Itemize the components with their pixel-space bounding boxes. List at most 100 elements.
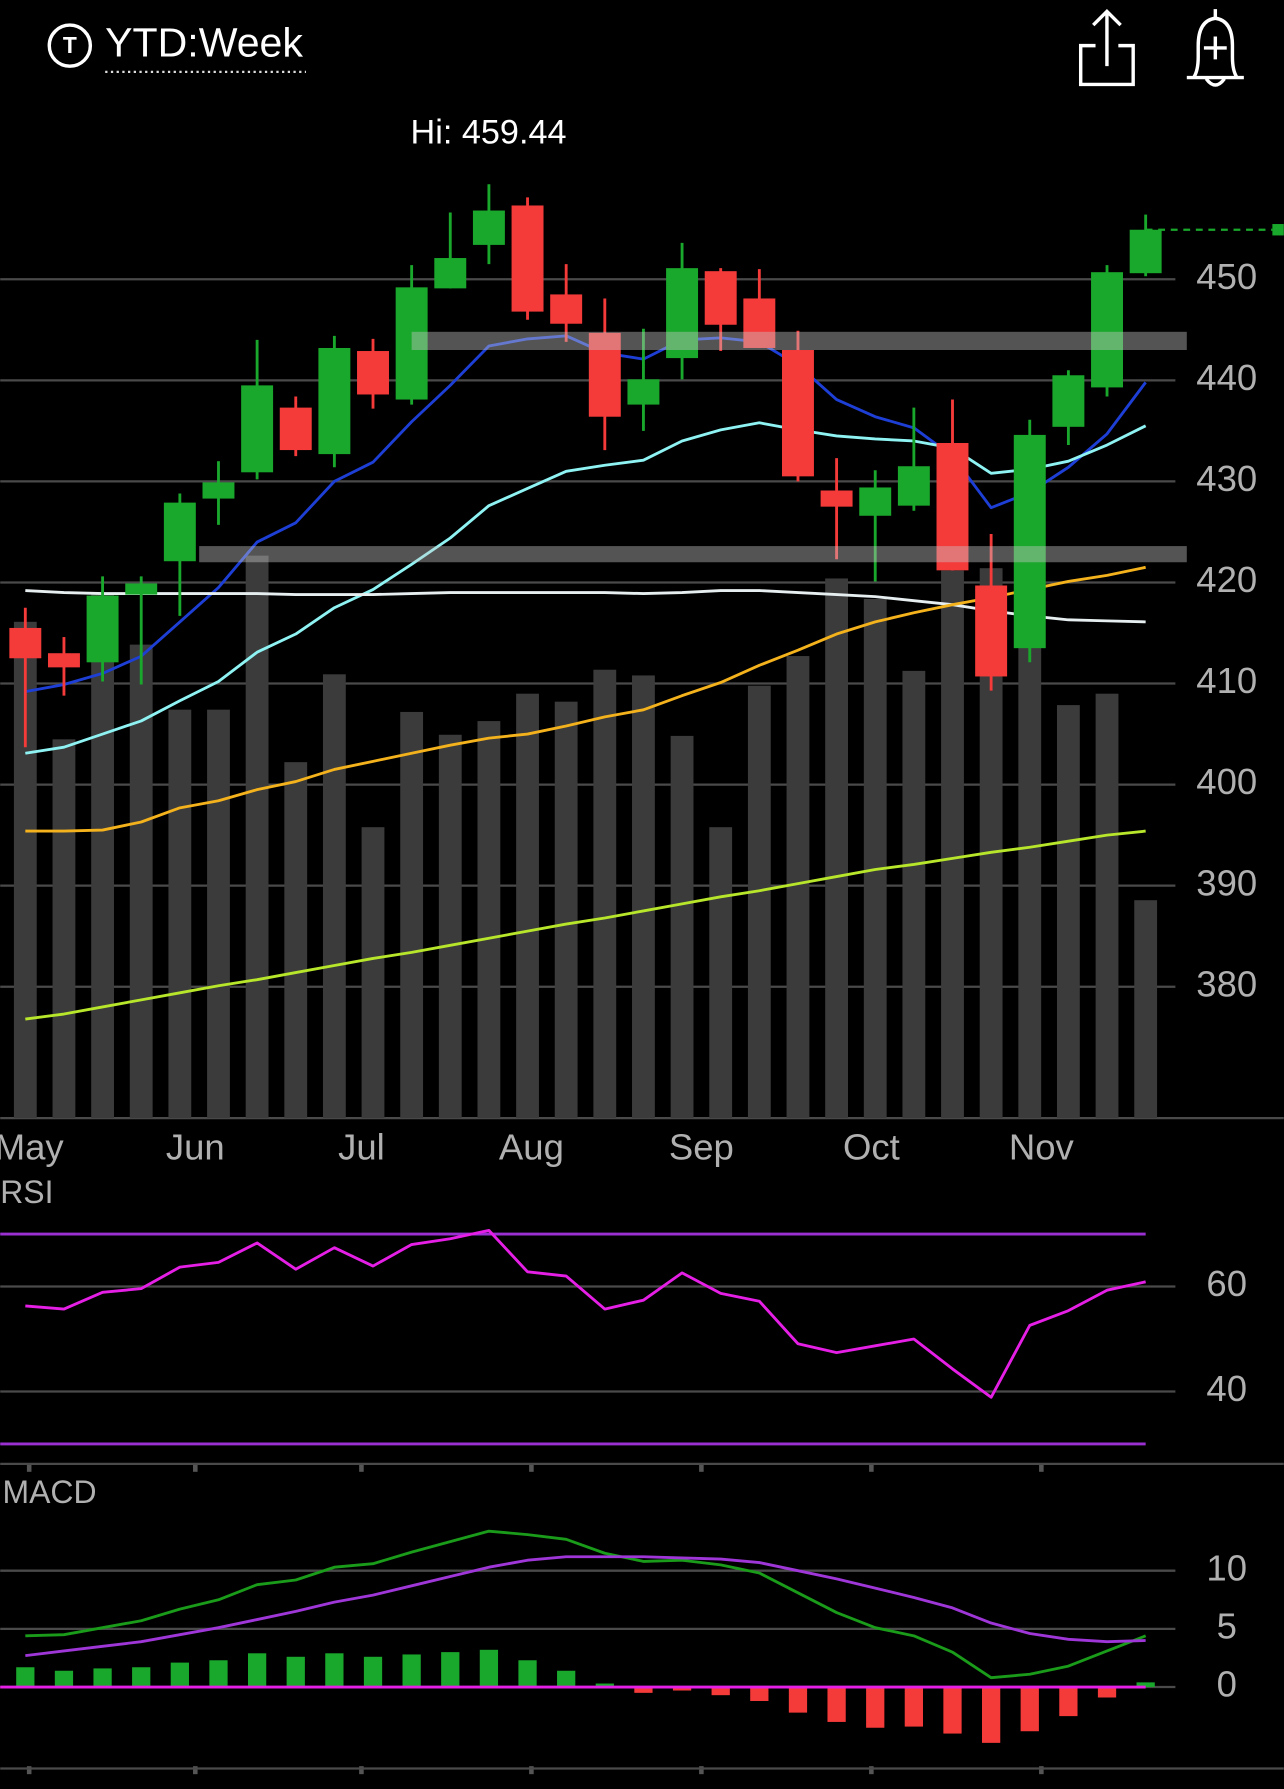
share-button[interactable]	[1078, 8, 1135, 87]
volume-bar	[709, 827, 733, 1119]
candle-body	[163, 502, 196, 562]
share-box	[1078, 43, 1135, 87]
volume-bar	[284, 762, 308, 1119]
macd-histogram-bar	[711, 1687, 730, 1696]
candle-body	[743, 298, 776, 348]
candle-body	[1052, 375, 1085, 427]
macd-histogram-bar	[479, 1649, 499, 1688]
bell-clapper	[1204, 77, 1226, 87]
x-tick-label: Jul	[338, 1127, 385, 1168]
volume-bar	[632, 675, 655, 1119]
y-tick-label: 420	[1196, 559, 1257, 600]
volume-bar	[477, 721, 501, 1119]
alert-button[interactable]	[1186, 9, 1244, 87]
volume-bar	[554, 701, 578, 1119]
macd-histogram-bar	[170, 1662, 189, 1688]
candle-body	[357, 351, 389, 395]
candle-body	[1091, 272, 1123, 388]
macd-histogram-bar	[402, 1654, 421, 1688]
macd-histogram-bar	[16, 1667, 35, 1688]
macd-histogram-bar	[866, 1687, 885, 1728]
moving-average	[25, 589, 1146, 624]
price-zone	[199, 546, 1187, 563]
macd-histogram-bar	[1136, 1682, 1155, 1688]
candle-body	[9, 627, 42, 659]
macd-histogram-bar	[672, 1687, 692, 1691]
candle-body	[820, 490, 853, 507]
volume-bar	[168, 709, 192, 1119]
y-tick-label: 410	[1196, 660, 1257, 701]
candle-body	[859, 487, 892, 516]
high-annotation: Hi: 459.44	[411, 114, 567, 152]
volume-bar	[1056, 705, 1080, 1119]
y-tick-label: 60	[1206, 1263, 1247, 1304]
volume-bar	[207, 709, 230, 1119]
candle-body	[1013, 434, 1046, 649]
volume-bar	[670, 735, 694, 1119]
macd-histogram-bar	[943, 1687, 962, 1734]
macd-histogram-bar	[54, 1670, 74, 1688]
plus	[1203, 9, 1227, 60]
volume-bar	[593, 669, 617, 1119]
x-tick-label: Jun	[166, 1127, 225, 1168]
x-tick-label: Oct	[843, 1127, 900, 1168]
candle-body	[550, 294, 583, 324]
y-tick-label: 5	[1217, 1606, 1237, 1647]
moving-average	[25, 829, 1146, 1021]
candle-body	[781, 350, 814, 477]
volume-bar	[13, 621, 37, 1119]
rsi-title: RSI	[0, 1174, 53, 1210]
x-tick-label: May	[0, 1127, 64, 1168]
candle-body	[202, 482, 235, 499]
macd-histogram-bar	[1020, 1687, 1039, 1732]
y-tick-label: 40	[1206, 1368, 1247, 1409]
x-tick-label: Sep	[669, 1127, 734, 1168]
volume-bar	[786, 656, 810, 1119]
macd-histogram-bar	[441, 1652, 460, 1688]
candle-body	[47, 653, 80, 668]
macd-histogram-bar	[325, 1653, 344, 1688]
volume-bar	[400, 711, 424, 1119]
candle-body	[395, 287, 428, 400]
macd-histogram-bar	[93, 1668, 112, 1688]
macd-line	[25, 1555, 1146, 1658]
volume-bar	[941, 570, 964, 1119]
y-tick-label: 0	[1217, 1664, 1237, 1705]
macd-histogram-bar	[634, 1687, 653, 1693]
volume-bar	[361, 827, 385, 1119]
macd-histogram-bar	[750, 1687, 769, 1701]
timeframe-button[interactable]: T YTD:Week	[47, 19, 306, 74]
moving-average	[25, 565, 1146, 833]
macd-histogram-bar	[788, 1687, 808, 1713]
macd-histogram-bar	[209, 1660, 228, 1688]
candle-body	[1129, 229, 1162, 274]
candle-body	[279, 407, 312, 451]
volume-bar	[902, 670, 926, 1119]
last-price-marker	[1272, 224, 1284, 236]
macd-histogram-bar	[1059, 1687, 1078, 1717]
volume-bar	[516, 693, 539, 1119]
candle-body	[511, 205, 544, 312]
macd-histogram-bar	[982, 1687, 1001, 1743]
macd-histogram-bar	[518, 1660, 537, 1688]
macd-histogram-bar	[904, 1687, 923, 1727]
volume-bar	[245, 555, 269, 1119]
volume-bar	[1018, 638, 1042, 1119]
candle-body	[588, 332, 621, 417]
volume-bar	[825, 578, 849, 1119]
candle-body	[86, 595, 119, 663]
macd-histogram-bar	[247, 1653, 267, 1688]
y-tick-label: 450	[1196, 256, 1257, 297]
price-zone	[411, 331, 1187, 351]
y-tick-label: 430	[1196, 458, 1257, 499]
candle-body	[666, 268, 699, 359]
y-tick-label: 10	[1206, 1547, 1247, 1588]
icon-letter: T	[63, 32, 77, 58]
volume-bar	[91, 593, 114, 1119]
macd-title: MACD	[3, 1474, 97, 1510]
volume-bar	[863, 598, 887, 1119]
timeframe-label: YTD:Week	[105, 19, 303, 65]
y-tick-label: 440	[1196, 357, 1257, 398]
